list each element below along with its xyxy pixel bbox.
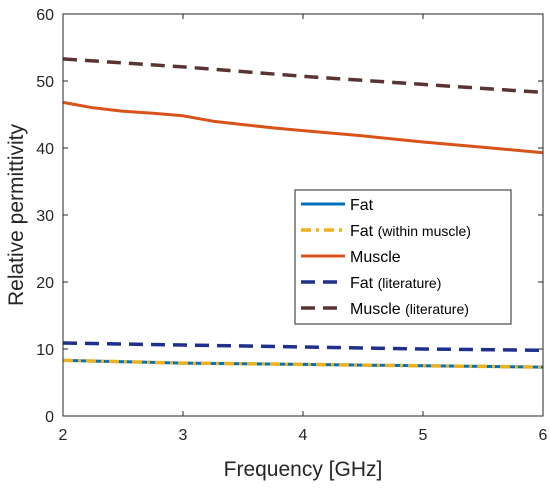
legend-label-3: Fat (literature) bbox=[350, 275, 441, 292]
x-axis-label: Frequency [GHz] bbox=[224, 458, 383, 481]
legend-label-2: Muscle bbox=[350, 249, 401, 266]
series-line-2 bbox=[62, 100, 544, 155]
x-tick-label: 4 bbox=[299, 427, 308, 444]
series-line-3 bbox=[62, 341, 544, 353]
y-tick-label: 60 bbox=[36, 7, 54, 24]
x-tick-label: 5 bbox=[419, 427, 428, 444]
y-tick-label: 30 bbox=[36, 208, 54, 225]
x-tick-label: 3 bbox=[179, 427, 188, 444]
y-tick-label: 50 bbox=[36, 74, 54, 91]
y-axis-label: Relative permittivity bbox=[5, 123, 28, 306]
legend-label-0: Fat bbox=[350, 197, 374, 214]
y-tick-label: 0 bbox=[45, 409, 54, 426]
y-tick-label: 40 bbox=[36, 141, 54, 158]
x-tick-label: 6 bbox=[539, 427, 548, 444]
legend: Fat Fat (within muscle) Muscle Fat (literat… bbox=[294, 189, 512, 325]
series-layer bbox=[62, 57, 544, 369]
y-tick-label: 10 bbox=[36, 342, 54, 359]
x-tick-label: 2 bbox=[59, 427, 68, 444]
legend-label-4: Muscle (literature) bbox=[350, 301, 469, 318]
y-tick-label: 20 bbox=[36, 275, 54, 292]
series-line-1 bbox=[62, 358, 544, 369]
series-line-4 bbox=[62, 57, 544, 95]
legend-label-1: Fat (within muscle) bbox=[350, 223, 471, 240]
